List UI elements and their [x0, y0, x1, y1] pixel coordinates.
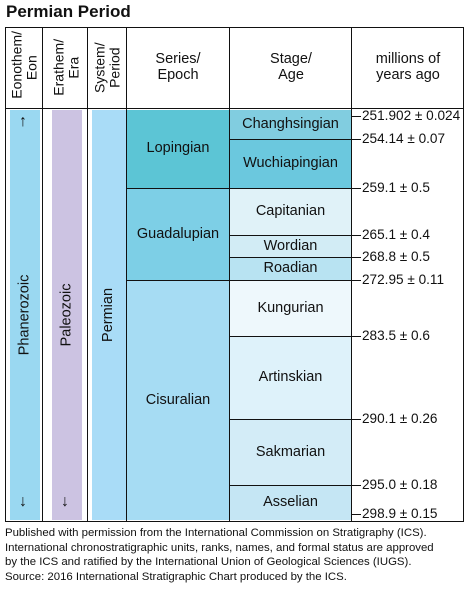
header-series: Series/ Epoch	[127, 28, 229, 108]
age-tick-4	[351, 257, 361, 258]
footnote: Published with permission from the Inter…	[5, 526, 467, 585]
period-cell: Permian	[92, 110, 126, 520]
age-tick-8	[351, 485, 361, 486]
age-label-7: 290.1 ± 0.26	[362, 411, 438, 426]
series-guadalupian: Guadalupian	[127, 189, 229, 280]
stage-asselian: Asselian	[230, 486, 351, 520]
stage-capitanian-label: Capitanian	[255, 203, 326, 220]
stage-roadian: Roadian	[230, 258, 351, 280]
series-cisuralian-label: Cisuralian	[145, 391, 211, 408]
series-lopingian: Lopingian	[127, 110, 229, 188]
age-tick-1	[351, 139, 361, 140]
age-label-8: 295.0 ± 0.18	[362, 477, 438, 492]
stage-capitanian: Capitanian	[230, 189, 351, 235]
header-eonothem: Eonothem/ Eon	[6, 28, 42, 108]
divider-eon-era	[42, 28, 43, 521]
series-cisuralian: Cisuralian	[127, 281, 229, 520]
age-label-5: 272.95 ± 0.11	[362, 272, 445, 287]
period-label: Permian	[100, 288, 117, 342]
stage-boundary-3	[230, 257, 351, 258]
page-title: Permian Period	[6, 2, 131, 21]
stage-kungurian-label: Kungurian	[257, 299, 324, 316]
age-tick-0	[351, 116, 361, 117]
series-boundary-2	[127, 280, 351, 281]
header-mya-label: millions of years ago	[375, 51, 441, 83]
footnote-line-2: International chronostratigraphic units,…	[5, 541, 434, 554]
age-tick-3	[351, 235, 361, 236]
eon-arrow-down-icon: ↓	[19, 493, 27, 510]
header-system: System/ Period	[89, 28, 126, 108]
stage-sakmarian: Sakmarian	[230, 420, 351, 485]
age-label-9: 298.9 ± 0.15	[362, 506, 438, 521]
age-tick-7	[351, 419, 361, 420]
stage-artinskian-label: Artinskian	[258, 369, 323, 386]
era-label: Paleozoic	[58, 283, 75, 347]
stage-roadian-label: Roadian	[263, 260, 318, 277]
stage-changhsingian-label: Changhsingian	[242, 115, 339, 132]
divider-stage-age	[351, 28, 352, 521]
header-eonothem-label: Eonothem/ Eon	[8, 31, 39, 99]
stratigraphy-table: Eonothem/ Eon Erathem/ Era System/ Perio…	[5, 27, 464, 522]
stage-wordian: Wordian	[230, 236, 351, 257]
header-series-label: Series/ Epoch	[155, 51, 201, 83]
footnote-line-1: Published with permission from the Inter…	[5, 527, 427, 539]
stage-boundary-4	[230, 336, 351, 337]
footnote-line-3: by the ICS and ratified by the Internati…	[5, 556, 412, 569]
divider-era-period	[87, 28, 88, 521]
header-divider	[6, 108, 463, 109]
age-tick-5	[351, 280, 361, 281]
divider-period-series	[126, 28, 127, 521]
stage-boundary-5	[230, 419, 351, 420]
series-boundary-1	[127, 188, 351, 189]
stage-wordian-label: Wordian	[263, 237, 318, 254]
era-arrow-down-icon: ↓	[61, 493, 69, 510]
age-label-3: 265.1 ± 0.4	[362, 227, 430, 242]
age-tick-6	[351, 336, 361, 337]
header-erathem-label: Erathem/ Era	[49, 39, 81, 96]
age-label-6: 283.5 ± 0.6	[362, 328, 430, 343]
header-stage: Stage/ Age	[230, 28, 352, 108]
divider-series-stage	[229, 28, 230, 521]
header-erathem: Erathem/ Era	[44, 28, 87, 108]
age-tick-2	[351, 188, 361, 189]
age-label-2: 259.1 ± 0.5	[362, 180, 430, 195]
stage-boundary-2	[230, 235, 351, 236]
age-label-1: 254.14 ± 0.07	[362, 131, 446, 146]
age-label-0: 251.902 ± 0.024	[362, 108, 461, 123]
eon-cell: Phanerozoic	[10, 110, 40, 520]
header-mya: millions of years ago	[353, 28, 463, 108]
stage-artinskian: Artinskian	[230, 337, 351, 419]
stage-wuchiapingian: Wuchiapingian	[230, 140, 351, 188]
stage-asselian-label: Asselian	[263, 494, 318, 511]
stage-wuchiapingian-label: Wuchiapingian	[243, 155, 338, 172]
stage-sakmarian-label: Sakmarian	[255, 443, 326, 460]
stage-changhsingian: Changhsingian	[230, 110, 351, 139]
stage-boundary-1	[230, 139, 351, 140]
series-lopingian-label: Lopingian	[146, 140, 210, 157]
stage-kungurian: Kungurian	[230, 281, 351, 336]
stage-boundary-6	[230, 485, 351, 486]
eon-label: Phanerozoic	[16, 274, 33, 356]
header-stage-label: Stage/ Age	[270, 51, 312, 83]
eon-arrow-up-icon: ↑	[19, 113, 27, 130]
age-tick-9	[351, 514, 361, 515]
footnote-source: Source: 2016 International Stratigraphic…	[5, 571, 347, 584]
header-system-label: System/ Period	[91, 42, 123, 94]
age-label-4: 268.8 ± 0.5	[362, 249, 430, 264]
era-cell: Paleozoic	[52, 110, 82, 520]
series-guadalupian-label: Guadalupian	[136, 225, 220, 242]
